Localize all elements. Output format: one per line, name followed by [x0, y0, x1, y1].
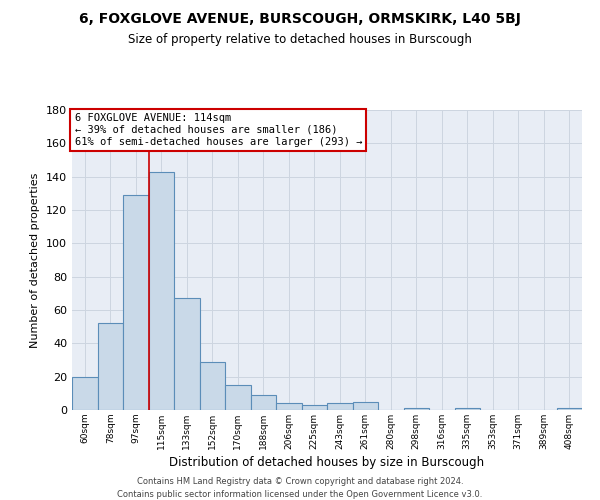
Bar [199, 362, 225, 410]
Bar [97, 324, 123, 410]
Bar [276, 404, 302, 410]
Bar [174, 298, 199, 410]
Bar [302, 405, 327, 410]
Text: Contains HM Land Registry data © Crown copyright and database right 2024.: Contains HM Land Registry data © Crown c… [137, 478, 463, 486]
Bar [149, 172, 174, 410]
Bar [225, 385, 251, 410]
X-axis label: Distribution of detached houses by size in Burscough: Distribution of detached houses by size … [169, 456, 485, 469]
Text: 6, FOXGLOVE AVENUE, BURSCOUGH, ORMSKIRK, L40 5BJ: 6, FOXGLOVE AVENUE, BURSCOUGH, ORMSKIRK,… [79, 12, 521, 26]
Bar [404, 408, 429, 410]
Text: Size of property relative to detached houses in Burscough: Size of property relative to detached ho… [128, 32, 472, 46]
Text: 6 FOXGLOVE AVENUE: 114sqm
← 39% of detached houses are smaller (186)
61% of semi: 6 FOXGLOVE AVENUE: 114sqm ← 39% of detac… [74, 114, 362, 146]
Bar [123, 195, 149, 410]
Bar [557, 408, 582, 410]
Text: Contains public sector information licensed under the Open Government Licence v3: Contains public sector information licen… [118, 490, 482, 499]
Bar [251, 395, 276, 410]
Y-axis label: Number of detached properties: Number of detached properties [31, 172, 40, 348]
Bar [455, 408, 480, 410]
Bar [72, 376, 97, 410]
Bar [327, 404, 353, 410]
Bar [353, 402, 378, 410]
